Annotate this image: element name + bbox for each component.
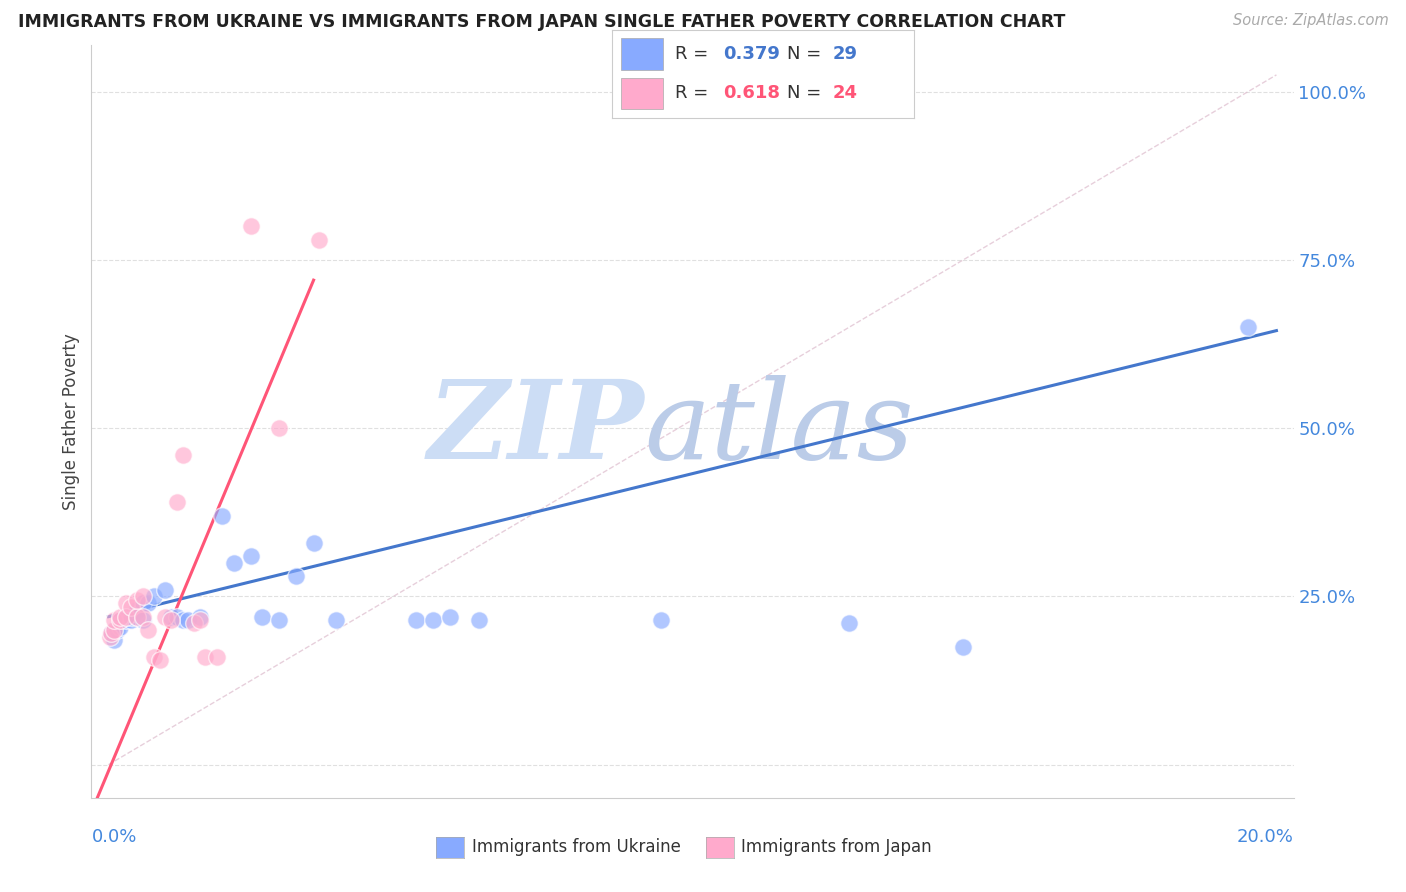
Point [108,609,131,624]
Text: N =: N = [787,45,827,63]
Text: R =: R = [675,84,714,103]
Point [222,556,245,570]
Point [155,609,177,624]
Point [269,421,291,435]
Text: 29: 29 [832,45,858,63]
Y-axis label: Single Father Poverty: Single Father Poverty [62,333,80,510]
Point [952,640,974,654]
Text: N =: N = [787,84,827,103]
Text: 24: 24 [832,84,858,103]
Point [1237,320,1260,334]
Point [160,609,183,624]
Text: Source: ZipAtlas.com: Source: ZipAtlas.com [1233,13,1389,29]
Point [468,613,491,627]
Point [138,596,160,610]
Text: Immigrants from Japan: Immigrants from Japan [741,838,932,856]
Point [143,650,166,665]
Point [166,609,188,624]
Point [120,613,142,627]
Point [172,613,194,627]
Point [108,613,131,627]
Text: 20.0%: 20.0% [1237,828,1294,846]
Text: 0.618: 0.618 [724,84,780,103]
Point [125,609,148,624]
Point [155,582,177,597]
Point [172,448,194,462]
Point [177,613,200,627]
Point [131,609,153,624]
Point [285,569,308,583]
Point [114,613,136,627]
Point [211,508,233,523]
Text: R =: R = [675,45,714,63]
Point [125,592,148,607]
Point [422,613,444,627]
Point [125,609,148,624]
Text: IMMIGRANTS FROM UKRAINE VS IMMIGRANTS FROM JAPAN SINGLE FATHER POVERTY CORRELATI: IMMIGRANTS FROM UKRAINE VS IMMIGRANTS FR… [18,13,1066,31]
Point [269,613,291,627]
Bar [620,38,664,70]
Point [108,620,131,634]
Point [114,596,136,610]
Point [120,599,142,614]
Text: 0.0%: 0.0% [91,828,136,846]
Point [143,590,166,604]
Point [166,495,188,509]
Point [108,613,131,627]
Point [149,653,172,667]
Point [405,613,427,627]
Point [120,609,142,624]
Text: Immigrants from Ukraine: Immigrants from Ukraine [472,838,682,856]
Point [105,623,128,637]
Point [125,603,148,617]
Point [103,613,125,627]
Point [239,549,262,563]
Point [439,609,461,624]
Point [131,590,153,604]
Bar [620,78,664,109]
Point [160,613,183,627]
Point [114,609,136,624]
Point [103,633,125,648]
Point [100,626,122,640]
Point [308,233,330,247]
Point [98,630,121,644]
Point [131,613,153,627]
Text: atlas: atlas [644,376,914,483]
Point [252,609,274,624]
Point [302,535,325,549]
Point [103,623,125,637]
Point [188,609,211,624]
Point [183,616,205,631]
Point [650,613,672,627]
Point [188,613,211,627]
Point [655,85,678,99]
Point [131,596,153,610]
Point [103,623,125,637]
Point [838,616,860,631]
Point [100,626,122,640]
Point [205,650,228,665]
Point [325,613,347,627]
Point [194,650,217,665]
Point [138,623,160,637]
Point [239,219,262,234]
Text: ZIP: ZIP [427,376,644,483]
Point [114,609,136,624]
Text: 0.379: 0.379 [724,45,780,63]
